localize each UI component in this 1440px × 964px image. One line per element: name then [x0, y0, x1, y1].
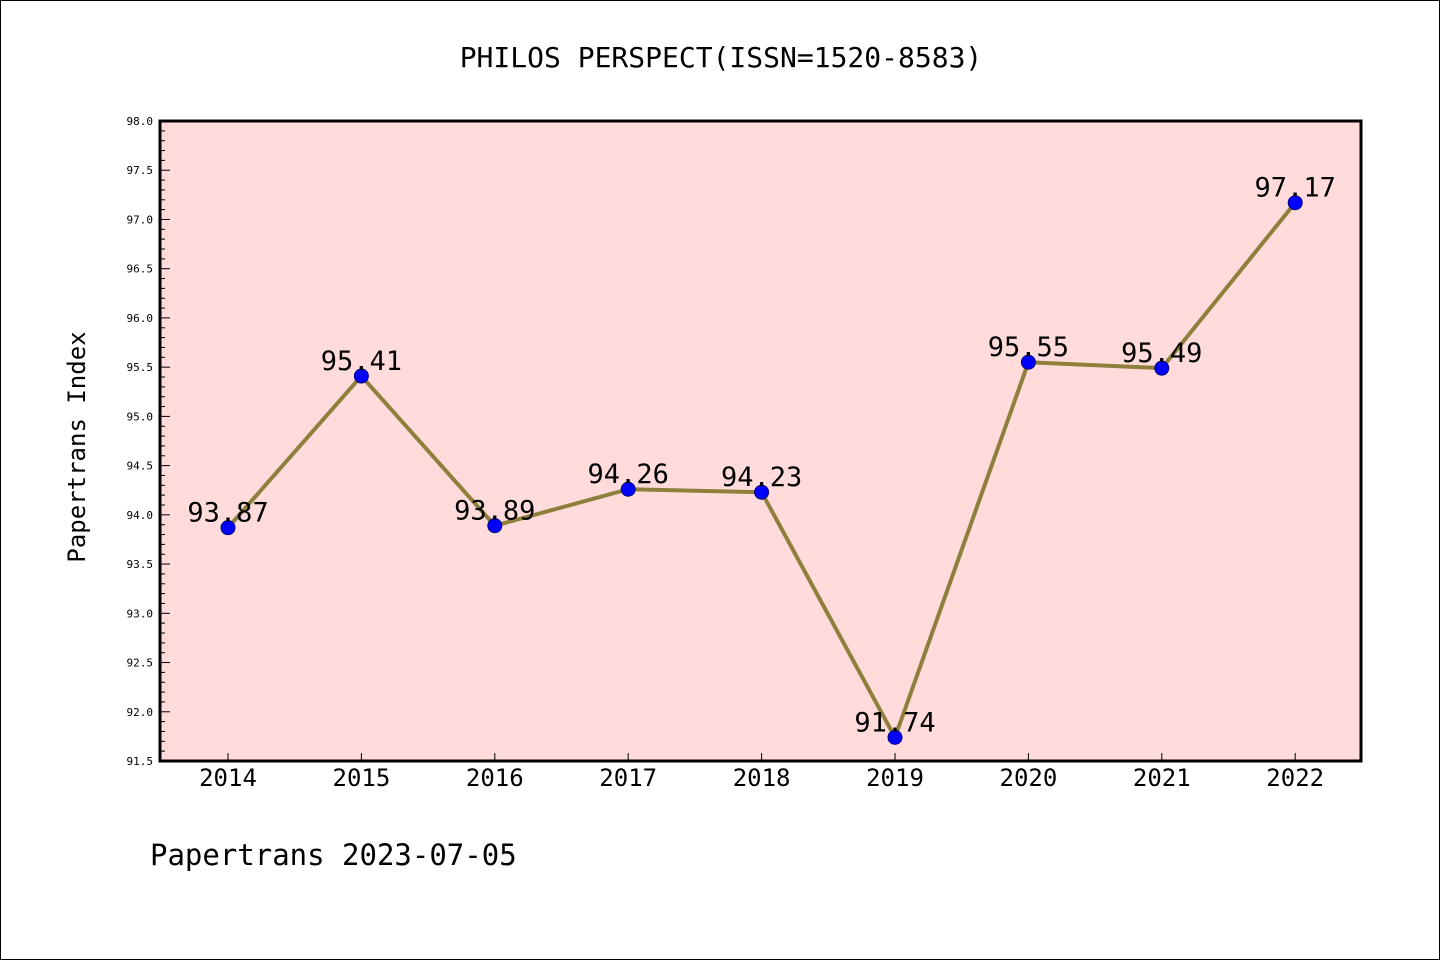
y-tick-label: 91.5 [127, 755, 154, 768]
data-label: 95.49 [1121, 338, 1202, 369]
y-tick-label: 93.5 [127, 558, 154, 571]
data-label: 91.74 [854, 707, 935, 738]
y-tick-label: 93.0 [127, 607, 154, 620]
data-point [1154, 360, 1170, 376]
y-tick-label: 96.0 [127, 312, 154, 325]
data-point [220, 520, 236, 536]
x-tick-label: 2016 [466, 764, 524, 792]
series-markers [220, 195, 1303, 745]
x-tick-label: 2020 [1000, 764, 1058, 792]
x-tick-label: 2022 [1266, 764, 1324, 792]
data-label: 94.26 [588, 459, 669, 490]
data-point [353, 368, 369, 384]
x-tick-label: 2018 [733, 764, 791, 792]
y-tick-label: 96.5 [127, 263, 154, 276]
y-axis: 91.5 92.0 92.5 93.0 93.5 94.0 94.5 95.0 95.5 96.0… [127, 115, 170, 768]
data-point [487, 518, 503, 534]
data-labels: 93.87 95.41 93.89 94.26 94.23 91.74 95.55 95.49… [187, 173, 1335, 739]
data-label: 93.89 [454, 496, 535, 527]
y-tick-label: 92.0 [127, 706, 154, 719]
data-label: 94.23 [721, 462, 802, 493]
y-tick-label: 98.0 [127, 115, 154, 128]
footer-text: Papertrans 2023-07-05 [150, 838, 517, 872]
data-label: 95.55 [988, 332, 1069, 363]
y-tick-label: 95.5 [127, 361, 154, 374]
y-tick-label: 95.0 [127, 410, 154, 423]
plot-border [158, 119, 1363, 763]
data-point [754, 484, 770, 500]
data-point [1287, 195, 1303, 211]
x-tick-label: 2021 [1133, 764, 1191, 792]
x-tick-label: 2019 [866, 764, 924, 792]
data-label: 93.87 [187, 498, 268, 529]
data-label: 95.41 [321, 346, 402, 377]
data-point [887, 729, 903, 745]
y-tick-label: 92.5 [127, 657, 154, 670]
data-label: 97.17 [1255, 173, 1336, 204]
chart-title: PHILOS PERSPECT(ISSN=1520-8583) [460, 41, 983, 74]
x-tick-label: 2017 [599, 764, 657, 792]
x-tick-label: 2014 [199, 764, 257, 792]
data-point [620, 481, 636, 497]
y-tick-label: 94.5 [127, 460, 154, 473]
y-tick-label: 94.0 [127, 509, 154, 522]
x-axis: 2014 2015 2016 2017 2018 2019 2020 2021 2022 [199, 753, 1324, 792]
data-point [1020, 354, 1036, 370]
plot-area [160, 121, 1361, 761]
y-axis-label: Papertrans Index [63, 331, 91, 562]
x-tick-label: 2015 [333, 764, 391, 792]
y-tick-label: 97.0 [127, 213, 154, 226]
y-tick-label: 97.5 [127, 164, 154, 177]
